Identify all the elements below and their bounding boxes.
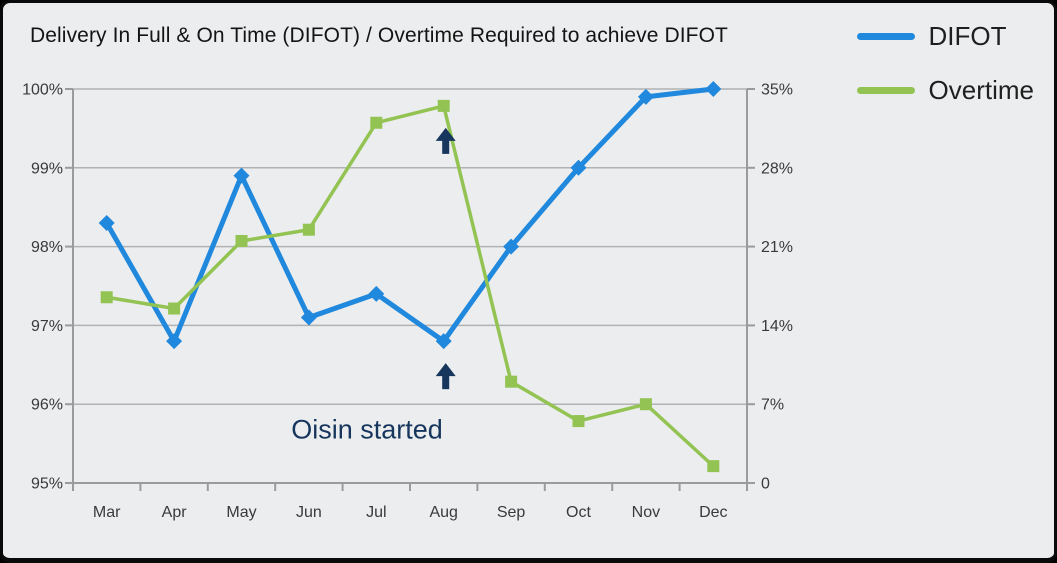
right-axis-label: 28%	[761, 160, 793, 177]
month-label: Apr	[162, 504, 188, 521]
difot-line-swatch	[856, 32, 915, 40]
difot-data-point	[233, 167, 250, 184]
legend-item-difot: DIFOT	[856, 21, 1034, 51]
axis-tick-labels: 100% 99% 98% 97% 96% 95% 35% 28% 21% 14% 7% 0 Mar Apr…	[22, 82, 793, 522]
difot-data-point	[166, 333, 183, 350]
month-label: Mar	[93, 504, 121, 521]
right-axis-label: 0	[761, 476, 770, 493]
chart-title: Delivery In Full & On Time (DIFOT) / Ove…	[30, 24, 728, 47]
overtime-data-point	[437, 99, 450, 112]
month-label: Jun	[296, 504, 322, 521]
overtime-data-point	[168, 302, 181, 315]
month-label: Aug	[429, 504, 457, 521]
overtime-data-point	[302, 223, 315, 236]
left-axis-label: 95%	[31, 476, 63, 493]
month-label: Sep	[497, 504, 526, 521]
right-axis-label: 7%	[761, 397, 784, 414]
difot-data-point	[300, 309, 317, 326]
overtime-data-point	[639, 398, 652, 411]
axes	[65, 88, 755, 491]
annotation-oisin-started: Oisin started	[291, 414, 443, 445]
difot-data-point	[637, 88, 654, 105]
difot-data-point	[435, 333, 452, 350]
up-arrow-icon	[435, 363, 456, 390]
difot-data-point	[570, 159, 587, 176]
left-axis-label: 99%	[31, 160, 63, 177]
month-label: Jul	[366, 504, 386, 521]
right-axis-label: 35%	[761, 82, 793, 99]
legend: DIFOT Overtime	[856, 21, 1034, 105]
month-label: Dec	[699, 504, 727, 521]
overtime-series	[100, 99, 720, 473]
overtime-data-point	[235, 234, 248, 247]
legend-label-difot: DIFOT	[928, 21, 1007, 51]
legend-item-overtime: Overtime	[856, 75, 1034, 105]
gridlines	[73, 88, 747, 405]
up-arrow-icon	[435, 127, 456, 154]
overtime-line-swatch	[856, 86, 915, 94]
left-axis-label: 96%	[31, 397, 63, 414]
overtime-data-point	[100, 291, 113, 304]
overtime-data-point	[707, 460, 720, 473]
left-axis-label: 100%	[22, 82, 63, 99]
difot-series	[98, 81, 722, 350]
difot-data-point	[503, 238, 520, 255]
month-label: May	[226, 504, 256, 521]
legend-label-overtime: Overtime	[928, 75, 1034, 105]
difot-overtime-line-chart: 100% 99% 98% 97% 96% 95% 35% 28% 21% 14% 7% 0 Mar Apr…	[22, 81, 793, 522]
month-label: Nov	[632, 504, 660, 521]
overtime-data-point	[370, 116, 383, 129]
right-axis-label: 14%	[761, 318, 793, 335]
left-axis-label: 97%	[31, 318, 63, 335]
difot-data-point	[705, 81, 722, 97]
left-axis-label: 98%	[31, 239, 63, 256]
month-label: Oct	[566, 504, 591, 521]
overtime-data-point	[572, 415, 585, 428]
difot-data-point	[368, 285, 385, 302]
overtime-data-point	[505, 375, 518, 388]
difot-data-point	[98, 214, 115, 231]
right-axis-label: 21%	[761, 239, 793, 256]
